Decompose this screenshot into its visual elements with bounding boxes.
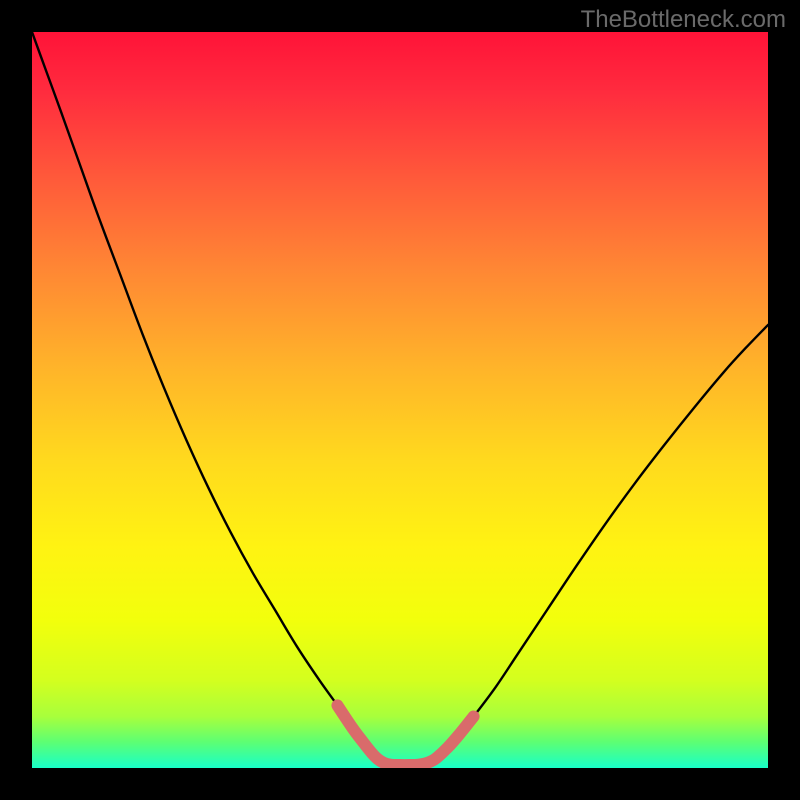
bottleneck-curve-chart — [32, 32, 768, 768]
plot-area — [32, 32, 768, 768]
gradient-background — [32, 32, 768, 768]
chart-frame: TheBottleneck.com — [0, 0, 800, 800]
watermark-text: TheBottleneck.com — [581, 6, 786, 34]
